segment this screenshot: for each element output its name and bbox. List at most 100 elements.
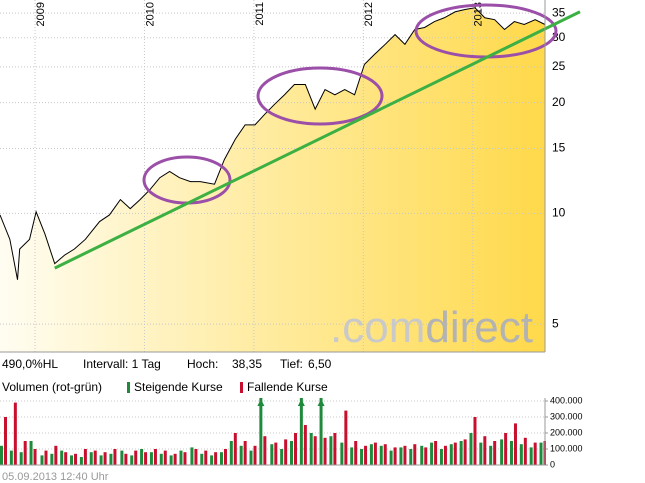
volume-bar xyxy=(50,453,54,465)
volume-bar xyxy=(479,442,483,465)
volume-bar xyxy=(489,445,493,465)
watermark-part: direct xyxy=(425,303,533,352)
volume-bar xyxy=(74,453,78,465)
x-tick-label: 2011 xyxy=(254,2,266,26)
x-tick-label: 2009 xyxy=(35,2,47,26)
volume-bar xyxy=(70,455,74,465)
volume-bar xyxy=(424,447,428,465)
volume-bar xyxy=(99,455,103,465)
volume-bar xyxy=(469,433,473,465)
volume-bar xyxy=(54,445,58,465)
volume-bars xyxy=(0,398,546,465)
y-tick-label: 5 xyxy=(552,316,559,330)
volume-bar xyxy=(239,445,243,465)
volume-bar xyxy=(219,452,223,465)
volume-bar xyxy=(144,452,148,465)
info-text: 490,0%HL xyxy=(2,357,58,371)
volume-bar xyxy=(153,449,157,465)
volume-bar xyxy=(33,449,37,465)
volume-bar xyxy=(323,437,327,465)
volume-bar xyxy=(354,441,358,465)
volume-bar xyxy=(383,444,387,465)
volume-chart: Volumen (rot-grün) Steigende Kurse Fallend… xyxy=(0,380,583,469)
legend-label: Fallende Kurse xyxy=(247,380,328,394)
volume-bar xyxy=(500,439,504,465)
volume-bar xyxy=(309,433,313,465)
volume-bar xyxy=(44,450,48,465)
volume-bar xyxy=(29,441,33,465)
volume-bar xyxy=(533,442,537,465)
volume-bar xyxy=(443,445,447,465)
volume-bar xyxy=(113,449,117,465)
volume-bar xyxy=(409,449,413,465)
volume-bar xyxy=(523,437,527,465)
volume-bar xyxy=(413,444,417,465)
volume-bar xyxy=(434,441,438,465)
volume-bar xyxy=(539,442,543,465)
volume-bar xyxy=(369,444,373,465)
volume-bar xyxy=(200,453,204,465)
volume-bar xyxy=(103,452,107,465)
volume-bar xyxy=(313,436,317,465)
info-text: 6,50 xyxy=(308,357,332,371)
volume-bar xyxy=(483,436,487,465)
price-area xyxy=(0,7,545,353)
volume-bar xyxy=(120,450,124,465)
volume-bar xyxy=(9,450,13,465)
y-tick-label: 100.000 xyxy=(550,443,583,453)
volume-bar xyxy=(509,441,513,465)
volume-bar xyxy=(83,449,87,465)
volume-bar xyxy=(379,445,383,465)
volume-bar xyxy=(134,450,138,465)
volume-bar xyxy=(223,449,227,465)
y-tick-label: 400.000 xyxy=(550,395,583,405)
volume-bar xyxy=(364,445,368,465)
volume-bar xyxy=(124,453,128,465)
volume-bar xyxy=(249,450,253,465)
volume-title: Volumen (rot-grün) xyxy=(2,380,102,394)
y-tick-label: 200.000 xyxy=(550,427,583,437)
volume-bar xyxy=(23,441,27,465)
volume-bar xyxy=(173,453,177,465)
volume-bar xyxy=(190,447,194,465)
volume-bar xyxy=(299,398,303,465)
volume-bar xyxy=(169,455,173,465)
watermark-part: .com xyxy=(330,303,425,352)
volume-bar xyxy=(303,425,307,465)
volume-bar xyxy=(439,449,443,465)
volume-bar xyxy=(259,398,263,465)
volume-bar xyxy=(329,436,333,465)
overflow-arrowhead xyxy=(317,399,325,406)
overflow-arrowhead xyxy=(297,399,305,406)
volume-bar xyxy=(504,433,508,465)
volume-bar xyxy=(0,445,3,465)
volume-bar xyxy=(263,436,267,465)
volume-bar xyxy=(140,449,144,465)
volume-bar xyxy=(159,453,163,465)
legend-label: Steigende Kurse xyxy=(134,380,223,394)
volume-bar xyxy=(233,433,237,465)
volume-bar xyxy=(393,447,397,465)
volume-bar xyxy=(513,423,517,465)
volume-bar xyxy=(210,455,214,465)
volume-bar xyxy=(109,453,113,465)
volume-bar xyxy=(179,450,183,465)
volume-bar xyxy=(519,444,523,465)
y-tick-label: 300.000 xyxy=(550,411,583,421)
volume-bar xyxy=(463,439,467,465)
volume-bar xyxy=(130,455,134,465)
volume-bar xyxy=(19,452,23,465)
y-tick-label: 20 xyxy=(552,95,566,109)
volume-bar xyxy=(449,444,453,465)
volume-bar xyxy=(319,398,323,465)
volume-bar xyxy=(473,417,477,465)
watermark: .comdirect xyxy=(330,303,533,352)
volume-bar xyxy=(290,441,294,465)
volume-bar xyxy=(4,417,7,465)
volume-bar xyxy=(459,441,463,465)
timestamp: 05.09.2013 12:40 Uhr xyxy=(2,471,109,483)
volume-bar xyxy=(344,410,348,465)
info-text: Hoch: xyxy=(187,357,218,371)
